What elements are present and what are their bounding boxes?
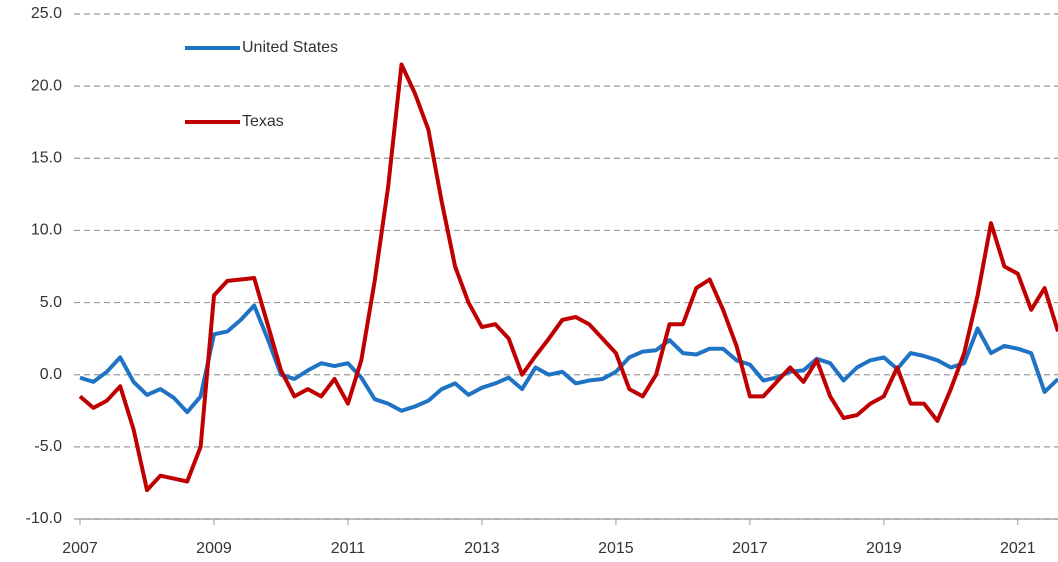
y-tick-label: 15.0	[31, 150, 62, 167]
y-tick-label: 5.0	[40, 294, 62, 311]
y-tick-label: 20.0	[31, 77, 62, 94]
series-line	[78, 62, 1058, 493]
y-tick-label: 0.0	[40, 366, 62, 383]
legend-label: Texas	[242, 113, 284, 130]
x-tick-label: 2021	[1000, 540, 1036, 557]
y-tick-label: 25.0	[31, 5, 62, 22]
x-tick-label: 2011	[331, 540, 366, 557]
y-tick-label: 10.0	[31, 222, 62, 239]
x-tick-label: 2007	[62, 540, 98, 557]
series-line	[79, 303, 1058, 415]
x-tick-label: 2015	[598, 540, 634, 557]
legend-label: United States	[242, 39, 338, 56]
x-tick-label: 2013	[464, 540, 500, 557]
y-tick-label: -10.0	[26, 510, 63, 527]
x-tick-label: 2019	[866, 540, 902, 557]
y-tick-label: -5.0	[34, 438, 62, 455]
x-tick-label: 2017	[732, 540, 768, 557]
x-tick-label: 2009	[196, 540, 232, 557]
